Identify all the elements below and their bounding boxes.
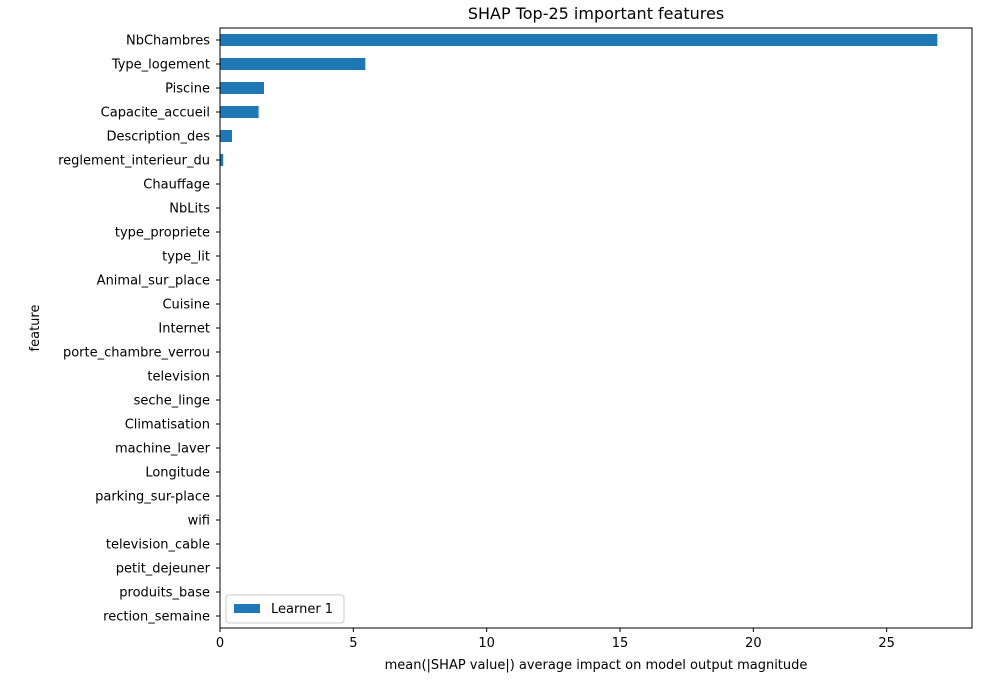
y-tick-label: television [147,370,210,385]
y-tick-label: produits_base [119,586,210,601]
x-tick-label: 20 [745,636,762,651]
y-tick-label: Description_des [106,130,210,145]
y-tick-label: Internet [158,322,210,337]
bar [220,34,938,46]
y-tick-label: rection_semaine [103,610,210,625]
legend-label: Learner 1 [271,602,333,617]
y-tick-label: machine_laver [115,442,211,457]
legend: Learner 1 [225,594,345,624]
x-axis-label: mean(|SHAP value|) average impact on mod… [385,658,808,673]
legend-swatch [234,604,260,613]
y-tick-label: porte_chambre_verrou [63,346,210,361]
bar [220,82,264,94]
y-tick-label: Cuisine [162,298,210,313]
bar [220,106,259,118]
y-tick-label: Type_logement [111,58,210,73]
y-tick-label: television_cable [106,538,210,553]
x-axis-ticks: 0 5 10 15 20 25 [216,628,895,651]
y-tick-label: Longitude [145,466,210,481]
plot-frame [219,27,973,629]
y-axis-label: feature [28,305,43,352]
bar [220,154,224,166]
y-tick-label: NbChambres [126,34,210,49]
bars-group [220,34,938,622]
chart-title: SHAP Top-25 important features [468,4,724,23]
y-tick-label: NbLits [169,202,210,217]
y-tick-label: wifi [188,514,210,529]
y-tick-label: type_propriete [115,226,210,241]
bar [220,58,366,70]
x-tick-label: 5 [349,636,357,651]
legend-box [225,594,345,624]
x-tick-label: 25 [878,636,895,651]
y-tick-label: Climatisation [125,418,210,433]
y-tick-label: Capacite_accueil [101,106,210,121]
y-tick-label: Piscine [165,82,210,97]
y-tick-label: Chauffage [143,178,210,193]
y-tick-label: seche_linge [134,394,210,409]
y-axis-ticks: NbChambres Type_logement Piscine Capacite_a… [58,34,220,625]
y-tick-label: type_lit [162,250,210,265]
x-tick-label: 0 [216,636,224,651]
y-tick-label: reglement_interieur_du [58,154,210,169]
y-tick-label: petit_dejeuner [116,562,211,577]
y-tick-label: parking_sur-place [95,490,210,505]
bar [220,130,232,142]
y-tick-label: Animal_sur_place [97,274,210,289]
x-tick-label: 15 [612,636,629,651]
x-tick-label: 10 [478,636,495,651]
